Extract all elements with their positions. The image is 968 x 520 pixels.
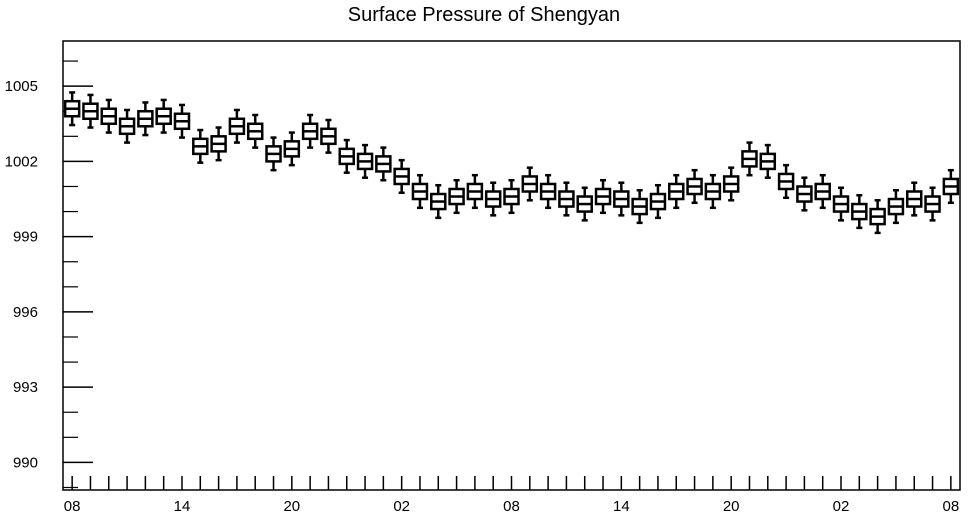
y-tick-label: 990: [13, 454, 38, 471]
x-tick-label: 20: [283, 498, 300, 515]
y-tick-label: 1002: [5, 153, 38, 170]
x-tick-label: 02: [833, 498, 850, 515]
x-tick-label: 20: [723, 498, 740, 515]
x-tick-label: 08: [503, 498, 520, 515]
y-tick-label: 1005: [5, 78, 38, 95]
y-tick-label: 996: [13, 304, 38, 321]
x-tick-label: 14: [174, 498, 191, 515]
x-tick-label: 08: [64, 498, 81, 515]
chart-title: Surface Pressure of Shengyan: [347, 4, 621, 26]
y-tick-label: 999: [13, 229, 38, 246]
x-tick-label: 14: [613, 498, 630, 515]
x-tick-label: 08: [943, 498, 960, 515]
y-tick-label: 993: [13, 379, 38, 396]
x-tick-label: 02: [393, 498, 410, 515]
plot-frame: [62, 40, 961, 491]
